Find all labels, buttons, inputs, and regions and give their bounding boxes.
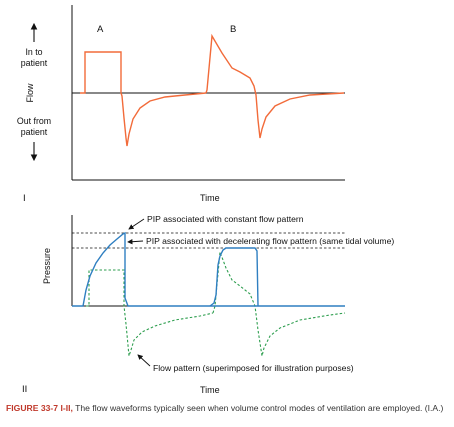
annotation-flow-pattern: Flow pattern (superimposed for illustrat… xyxy=(153,363,354,373)
panel-1-roman: I xyxy=(23,193,26,204)
up-label-line2: patient xyxy=(21,58,48,68)
label-b: B xyxy=(230,24,236,35)
flow-pattern-a xyxy=(86,269,214,357)
caption-text: The flow waveforms typically seen when v… xyxy=(75,403,444,413)
down-label-line1: Out from xyxy=(17,116,51,126)
caption-panels: I-II, xyxy=(60,403,73,413)
caption-figure-label: FIGURE 33-7 xyxy=(6,403,59,413)
panel-1-xlabel: Time xyxy=(200,193,220,203)
pip-decel-arrow-icon xyxy=(127,239,144,245)
label-a: A xyxy=(97,24,104,35)
figure-caption: FIGURE 33-7 I-II, The flow waveforms typ… xyxy=(6,403,448,414)
annotation-pip-constant: PIP associated with constant flow patter… xyxy=(147,214,304,224)
flow-pattern-b xyxy=(212,251,346,357)
down-label-line2: patient xyxy=(21,127,48,137)
panel-1-flow-chart: A B In to patient Flow Out from patient … xyxy=(17,5,345,204)
panel-1-ylabel: Flow xyxy=(25,83,35,103)
panel-2-xlabel: Time xyxy=(200,385,220,395)
up-label-line1: In to xyxy=(25,47,42,57)
pip-constant-arrow-icon xyxy=(128,218,145,230)
panel-2-roman: II xyxy=(22,384,27,395)
annotation-pip-decel: PIP associated with decelerating flow pa… xyxy=(146,236,394,246)
flow-waveform-b xyxy=(205,33,345,139)
panel-2-ylabel: Pressure xyxy=(42,248,52,284)
pressure-waveform-a xyxy=(72,231,345,307)
flow-waveform-a xyxy=(80,51,207,147)
pressure-waveform-b xyxy=(209,247,259,307)
panel-2-pressure-chart: Pressure PIP associated with constant fl… xyxy=(22,214,394,395)
flow-pattern-arrow-icon xyxy=(137,354,151,367)
